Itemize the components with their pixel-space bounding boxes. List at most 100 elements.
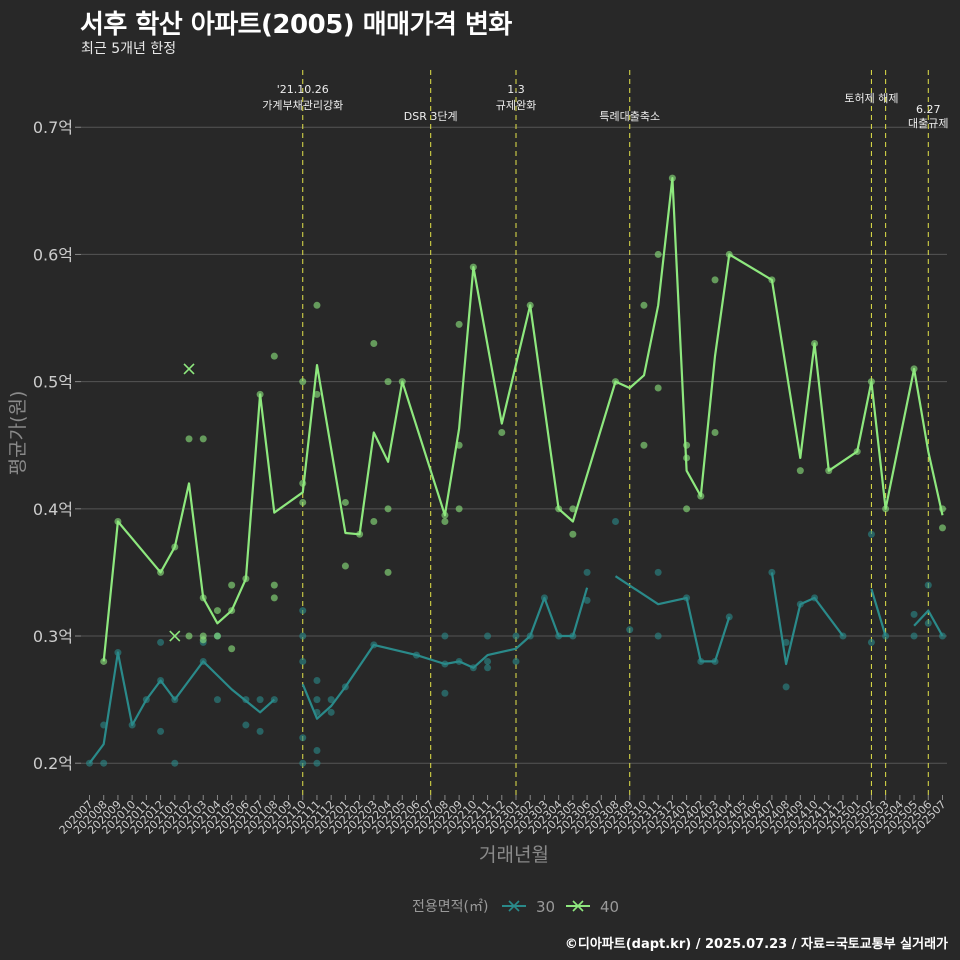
- data-point: [299, 378, 307, 386]
- data-point: [455, 505, 463, 513]
- cross-marker: [169, 630, 181, 642]
- data-point: [299, 632, 307, 640]
- data-point: [612, 518, 620, 526]
- data-point: [313, 746, 321, 754]
- data-point: [313, 759, 321, 767]
- data-point: [313, 390, 321, 398]
- data-point: [569, 530, 577, 538]
- data-point: [341, 562, 349, 570]
- y-axis-title: 평균가(원): [7, 391, 29, 476]
- series-line: [913, 609, 944, 637]
- data-point: [256, 696, 264, 704]
- data-point: [867, 530, 875, 538]
- data-point: [270, 352, 278, 360]
- data-point: [242, 721, 250, 729]
- series-line: [614, 575, 731, 663]
- data-point: [569, 505, 577, 513]
- series-line: [88, 651, 276, 764]
- data-point: [185, 632, 193, 640]
- data-point: [256, 727, 264, 735]
- data-point: [441, 518, 449, 526]
- data-point: [213, 632, 221, 640]
- event-label: 토허제 해제: [844, 91, 898, 105]
- data-point: [270, 594, 278, 602]
- data-point: [711, 429, 719, 436]
- footer-credit: ©디아파트(dapt.kr) / 2025.07.23 / 자료=국토교통부 실…: [564, 937, 948, 952]
- data-point: [640, 441, 648, 449]
- data-point: [299, 759, 307, 767]
- data-point: [910, 610, 918, 618]
- data-point: [796, 467, 804, 475]
- page-subtitle: 최근 5개년 한정: [81, 41, 177, 57]
- series-line: [870, 588, 887, 637]
- data-point: [327, 708, 335, 716]
- data-point: [640, 301, 648, 309]
- data-point: [384, 505, 392, 513]
- series-40: [100, 174, 946, 665]
- data-point: [867, 638, 875, 646]
- event-label: 규제완화: [496, 99, 536, 112]
- page-title: 서후 학산 아파트(2005) 매매가격 변화: [80, 10, 512, 40]
- y-tick-label: 0.2억: [33, 754, 73, 773]
- data-point: [313, 677, 321, 685]
- data-point: [370, 339, 378, 347]
- data-point: [228, 645, 236, 653]
- data-point: [484, 657, 492, 665]
- data-point: [626, 626, 634, 634]
- data-point: [939, 524, 946, 532]
- legend-key-cross: [572, 900, 584, 912]
- data-point: [299, 734, 307, 742]
- data-point: [313, 301, 321, 309]
- data-point: [228, 581, 236, 589]
- data-point: [100, 657, 108, 665]
- data-point: [313, 696, 321, 704]
- y-tick-label: 0.4억: [33, 500, 73, 519]
- data-point: [384, 568, 392, 576]
- legend-label: 30: [536, 898, 555, 916]
- data-point: [185, 435, 193, 443]
- data-point: [654, 568, 662, 576]
- data-point: [711, 276, 719, 284]
- data-point: [654, 384, 662, 392]
- legend-title: 전용면적(㎡): [412, 899, 488, 915]
- legend-label: 40: [600, 898, 619, 916]
- legend: 전용면적(㎡) 30 40: [412, 898, 619, 916]
- data-point: [924, 581, 932, 589]
- data-point: [299, 607, 307, 615]
- y-tick-label: 0.6억: [33, 245, 73, 264]
- data-point: [171, 759, 179, 767]
- data-point: [213, 607, 221, 615]
- data-point: [683, 505, 691, 513]
- data-point: [441, 632, 449, 640]
- data-point: [327, 696, 335, 704]
- event-label: 가계부채관리강화: [262, 99, 343, 112]
- data-point: [583, 568, 591, 576]
- data-point: [924, 619, 932, 627]
- data-point: [157, 638, 165, 646]
- data-point: [654, 250, 662, 258]
- cross-marker: [183, 363, 195, 375]
- data-point: [270, 581, 278, 589]
- data-point: [455, 320, 463, 328]
- x-axis-title: 거래년월: [479, 844, 549, 866]
- data-point: [910, 632, 918, 640]
- event-label: DSR 3단계: [404, 110, 458, 123]
- event-label: 6.27: [916, 103, 941, 116]
- event-label: 1.3: [507, 83, 525, 96]
- data-point: [484, 632, 492, 640]
- y-tick-label: 0.7억: [33, 118, 73, 137]
- legend-key-cross: [508, 900, 520, 912]
- data-point: [484, 664, 492, 672]
- data-point: [512, 632, 520, 640]
- data-point: [199, 636, 207, 644]
- data-point: [882, 632, 890, 640]
- series-30: [86, 518, 946, 767]
- series-line: [301, 587, 589, 720]
- data-point: [654, 632, 662, 640]
- data-point: [157, 727, 165, 735]
- data-point: [100, 759, 108, 767]
- data-point: [583, 596, 591, 604]
- y-tick-label: 0.5억: [33, 373, 73, 392]
- data-point: [299, 657, 307, 665]
- series-line: [102, 177, 944, 662]
